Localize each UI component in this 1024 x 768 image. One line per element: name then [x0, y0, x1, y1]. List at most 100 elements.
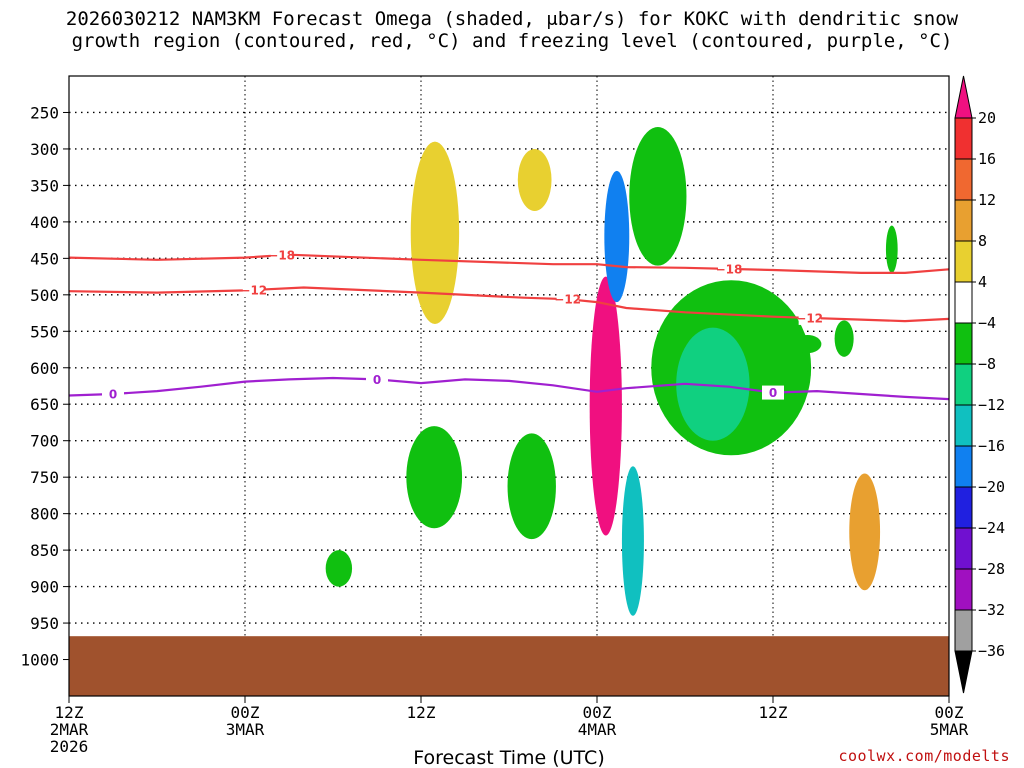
colorbar-label: −16	[978, 437, 1005, 455]
colorbar-bin-0	[954, 117, 973, 160]
colorbar-bin-5	[954, 322, 973, 365]
y-tick-label: 550	[30, 322, 59, 341]
omega-region-10	[621, 466, 644, 616]
dgz-minus-12-label: −12	[554, 293, 581, 307]
y-tick-label: 300	[30, 140, 59, 159]
colorbar-bin-7	[954, 404, 973, 447]
x-tick-label: 00Z	[935, 703, 964, 722]
x-axis-title: Forecast Time (UTC)	[413, 747, 604, 768]
freezing-level-0-label: 0	[109, 388, 117, 402]
colorbar-bin-11	[954, 568, 973, 611]
contour-label-bg	[102, 387, 124, 402]
contour-label-bg	[556, 292, 579, 307]
x-tick-label: 00Z	[583, 703, 612, 722]
omega-region-0	[410, 141, 460, 324]
y-tick-label: 500	[30, 286, 59, 305]
colorbar-bin-6	[954, 363, 973, 406]
colorbar-bin-3	[954, 240, 973, 283]
chart-title-line-2: growth region (contoured, red, °C) and f…	[71, 30, 953, 52]
y-tick-label: 450	[30, 249, 59, 268]
contour-label-bg	[270, 248, 293, 263]
omega-region-7	[325, 550, 353, 587]
omega-region-13	[793, 334, 822, 354]
omega-region-5	[406, 426, 463, 529]
y-tick-label: 1000	[20, 651, 59, 670]
freezing-level-0-line	[69, 376, 949, 401]
temperature-contours: −18 −18 −12 −12 −12 0 0 0	[69, 248, 949, 402]
colorbar-label: −32	[978, 601, 1005, 619]
surface-ground	[69, 636, 949, 696]
dgz-minus-12-label: −12	[796, 311, 823, 325]
omega-region-9	[604, 170, 630, 303]
colorbar-label: −36	[978, 642, 1005, 660]
x-tick-label: 5MAR	[930, 720, 969, 739]
contour-label-bg	[718, 261, 740, 276]
dgz-minus-12-label: −12	[240, 284, 267, 298]
colorbar-label: 12	[978, 191, 996, 209]
y-tick-label: 750	[30, 468, 59, 487]
colorbar-label: 16	[978, 150, 996, 168]
omega-region-14	[834, 320, 854, 357]
y-tick-label: 250	[30, 103, 59, 122]
omega-region-4	[676, 327, 750, 441]
colorbar-bottom-arrow	[954, 650, 973, 694]
colorbar-label: −12	[978, 396, 1005, 414]
freezing-level-0-label: 0	[769, 386, 777, 400]
colorbar-top-arrow	[954, 75, 973, 119]
y-tick-label: 950	[30, 614, 59, 633]
x-tick-label: 4MAR	[578, 720, 617, 739]
y-tick-label: 700	[30, 432, 59, 451]
colorbar-bin-10	[954, 527, 973, 570]
x-tick-label: 2026	[50, 737, 89, 756]
y-tick-label: 400	[30, 213, 59, 232]
colorbar-label: −24	[978, 519, 1005, 537]
omega-region-2	[629, 127, 687, 266]
colorbar-label: 4	[978, 273, 987, 291]
plot-axes	[68, 75, 950, 697]
colorbar-bin-2	[954, 199, 973, 242]
dgz-minus-18-label: −18	[268, 249, 295, 263]
colorbar-bin-8	[954, 445, 973, 488]
chart-title-line-1: 2026030212 NAM3KM Forecast Omega (shaded…	[65, 8, 959, 30]
y-tick-label: 900	[30, 578, 59, 597]
colorbar-bin-1	[954, 158, 973, 201]
y-tick-label: 800	[30, 505, 59, 524]
y-tick-label: 350	[30, 176, 59, 195]
x-tick-label: 12Z	[407, 703, 436, 722]
dgz-minus-18-label: −18	[716, 262, 743, 276]
dgz-minus-18-line	[69, 253, 949, 274]
colorbar-label: 20	[978, 109, 996, 127]
x-tick-label: 00Z	[231, 703, 260, 722]
x-tick-label: 12Z	[55, 703, 84, 722]
y-tick-label: 650	[30, 395, 59, 414]
y-tick-label: 600	[30, 359, 59, 378]
x-tick-label: 3MAR	[226, 720, 265, 739]
omega-region-6	[507, 433, 556, 540]
source-credit: coolwx.com/modelts	[838, 747, 1010, 765]
omega-region-8	[589, 276, 622, 536]
omega-region-11	[849, 473, 881, 591]
pressure-axis: 250 300 350 400 450 500 550 600 650 700 750 800 850 9…	[20, 103, 69, 670]
colorbar-label: −20	[978, 478, 1005, 496]
contour-label-bg	[762, 385, 784, 400]
colorbar-label: −8	[978, 355, 996, 373]
colorbar-label: −4	[978, 314, 996, 332]
colorbar-label: 8	[978, 232, 987, 250]
plot-frame	[68, 75, 950, 697]
x-tick-label: 12Z	[759, 703, 788, 722]
contour-label-bg	[798, 310, 821, 325]
omega-region-12	[885, 225, 898, 273]
colorbar-bin-12	[954, 609, 973, 652]
colorbar-label: −28	[978, 560, 1005, 578]
freezing-level-0-label: 0	[373, 373, 381, 387]
contour-label-bg	[366, 372, 388, 387]
y-tick-label: 850	[30, 541, 59, 560]
colorbar-bin-9	[954, 486, 973, 529]
omega-colorbar: 20 16 12 8 4 −4 −8 −12 −16 −20 −24 −28 −32 −36	[954, 75, 1005, 694]
omega-shading	[69, 127, 949, 696]
contour-label-bg	[242, 283, 265, 298]
colorbar-bin-4	[954, 281, 973, 324]
omega-region-1	[517, 148, 552, 211]
